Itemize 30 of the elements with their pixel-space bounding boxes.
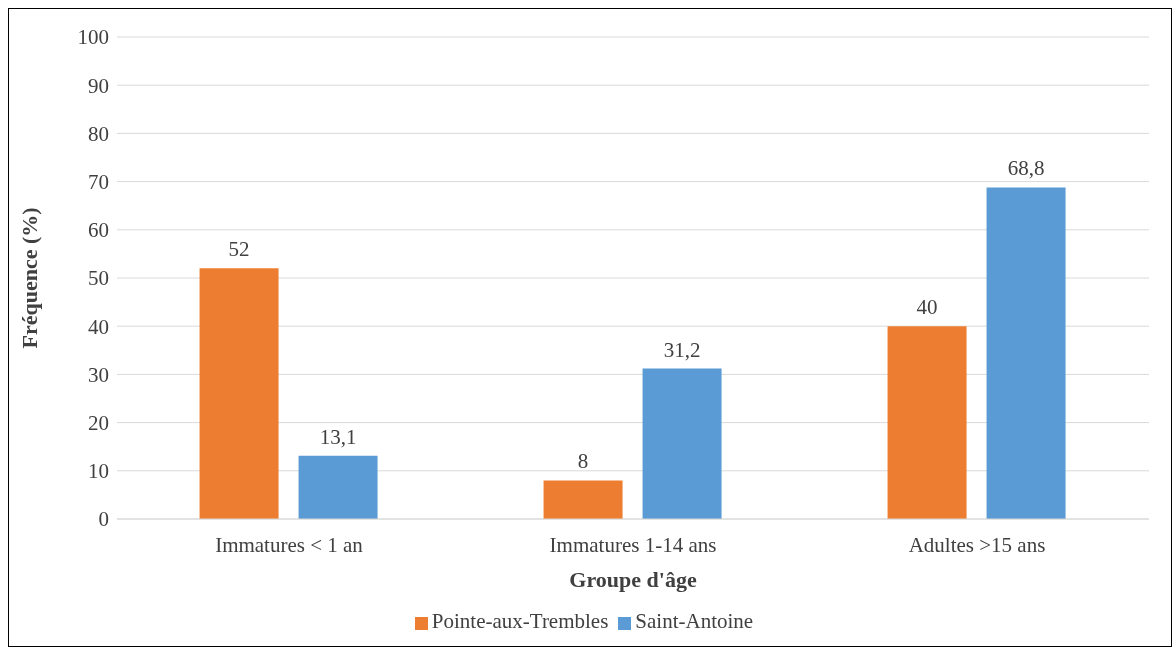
bar — [543, 480, 623, 519]
y-tick-label: 70 — [88, 170, 109, 195]
y-tick-label: 90 — [88, 73, 109, 98]
x-tick-label: Adultes >15 ans — [908, 532, 1046, 557]
data-label: 68,8 — [1007, 156, 1045, 181]
y-tick-label: 30 — [88, 362, 109, 387]
bar — [199, 268, 279, 519]
legend-label: Saint-Antoine — [635, 609, 754, 633]
x-tick-label: Immatures 1-14 ans — [549, 532, 717, 557]
bar — [887, 326, 967, 519]
bar — [986, 187, 1066, 519]
data-label: 40 — [916, 295, 938, 320]
y-tick-label: 40 — [88, 314, 109, 339]
data-label: 31,2 — [663, 337, 701, 362]
y-tick-label: 10 — [88, 459, 109, 484]
y-tick-label: 0 — [98, 507, 109, 532]
data-label: 13,1 — [319, 424, 357, 449]
y-axis-title: Fréquence (%) — [16, 207, 42, 349]
bar — [298, 455, 378, 519]
y-tick-label: 60 — [88, 218, 109, 243]
y-tick-label: 100 — [77, 25, 109, 50]
data-label: 52 — [228, 237, 250, 262]
x-tick-label: Immatures < 1 an — [215, 532, 364, 557]
data-label: 8 — [577, 449, 589, 474]
y-tick-label: 80 — [88, 121, 109, 146]
x-axis-title: Groupe d'âge — [569, 566, 697, 592]
bar — [642, 368, 722, 519]
y-tick-label: 20 — [88, 411, 109, 436]
y-tick-label: 50 — [88, 266, 109, 291]
legend-label: Pointe-aux-Trembles — [431, 609, 609, 633]
